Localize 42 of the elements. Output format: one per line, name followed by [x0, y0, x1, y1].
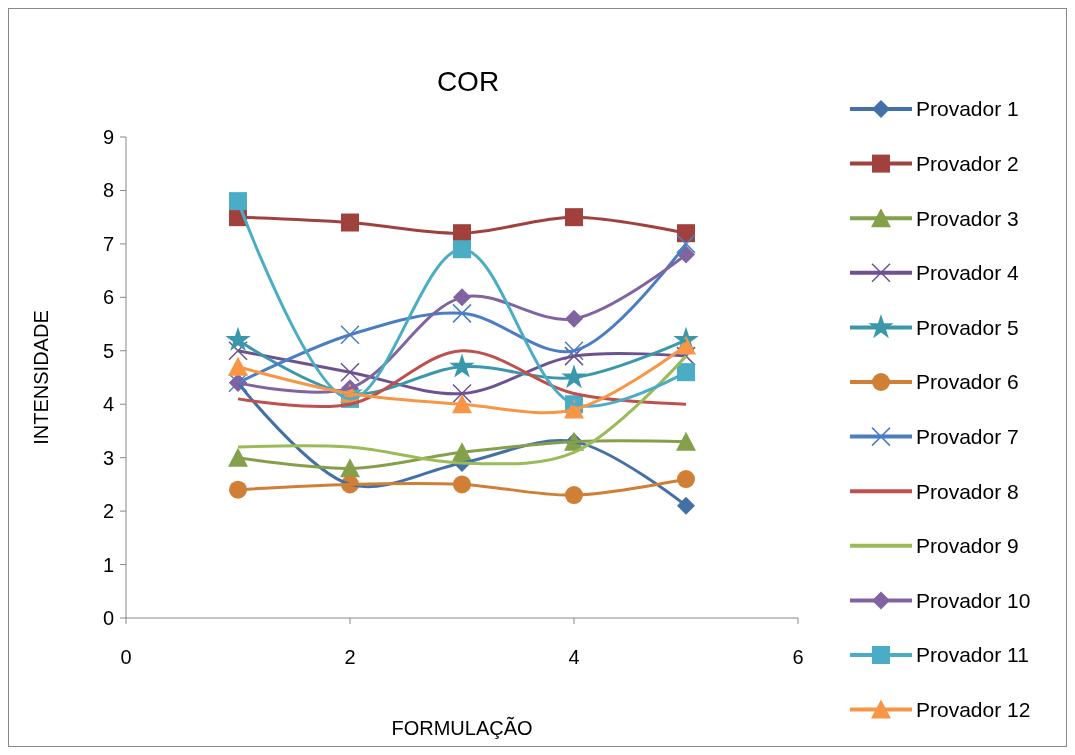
legend-label: Provador 11 — [916, 643, 1029, 667]
point — [225, 326, 251, 351]
y-tick-label: 0 — [102, 607, 114, 629]
legend-label: Provador 7 — [916, 424, 1019, 448]
y-tick-label: 6 — [102, 286, 114, 309]
y-tick-label: 7 — [102, 232, 114, 255]
x-tick-label: 4 — [568, 646, 580, 668]
y-tick-label: 3 — [102, 446, 114, 469]
point — [229, 192, 247, 211]
legend-label: Provador 9 — [916, 534, 1019, 558]
y-tick-label: 8 — [102, 179, 114, 202]
y-tick-label: 2 — [102, 500, 114, 523]
legend-label: Provador 2 — [916, 151, 1019, 175]
point — [452, 303, 472, 324]
legend-label: Provador 6 — [916, 370, 1019, 394]
point — [564, 346, 584, 366]
y-tick-label: 5 — [102, 339, 114, 362]
x-tick-label: 0 — [120, 646, 132, 668]
y-axis-title: INTENSIDADE — [30, 310, 52, 445]
point — [228, 447, 248, 467]
chart-title: COR — [436, 66, 500, 97]
point — [676, 431, 696, 451]
y-tick-label: 1 — [102, 553, 114, 576]
legend-label: Provador 8 — [916, 479, 1019, 503]
point — [228, 356, 248, 376]
legend-label: Provador 5 — [916, 315, 1019, 339]
y-tick-label: 4 — [102, 393, 114, 416]
point — [564, 341, 584, 361]
point — [676, 234, 696, 254]
point — [340, 324, 360, 345]
point — [340, 362, 360, 382]
point — [452, 383, 472, 404]
legend-label: Provador 12 — [916, 697, 1031, 721]
legend-label: Provador 10 — [916, 588, 1031, 612]
y-tick-label: 9 — [102, 126, 114, 148]
x-tick-label: 2 — [344, 646, 356, 668]
x-tick-label: 6 — [792, 646, 804, 668]
legend-label: Provador 3 — [916, 206, 1019, 230]
legend-label: Provador 4 — [916, 261, 1020, 285]
legend-label: Provador 1 — [916, 97, 1019, 121]
x-axis-title: FORMULAÇÃO — [391, 716, 533, 739]
point — [228, 341, 248, 361]
